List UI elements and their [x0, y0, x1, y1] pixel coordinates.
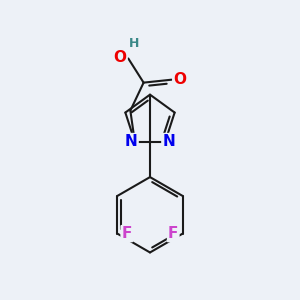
- Text: O: O: [173, 72, 186, 87]
- Text: F: F: [122, 226, 132, 241]
- Text: N: N: [125, 134, 138, 149]
- Text: N: N: [162, 134, 175, 149]
- Text: O: O: [113, 50, 127, 64]
- Text: F: F: [168, 226, 178, 241]
- Text: H: H: [128, 37, 139, 50]
